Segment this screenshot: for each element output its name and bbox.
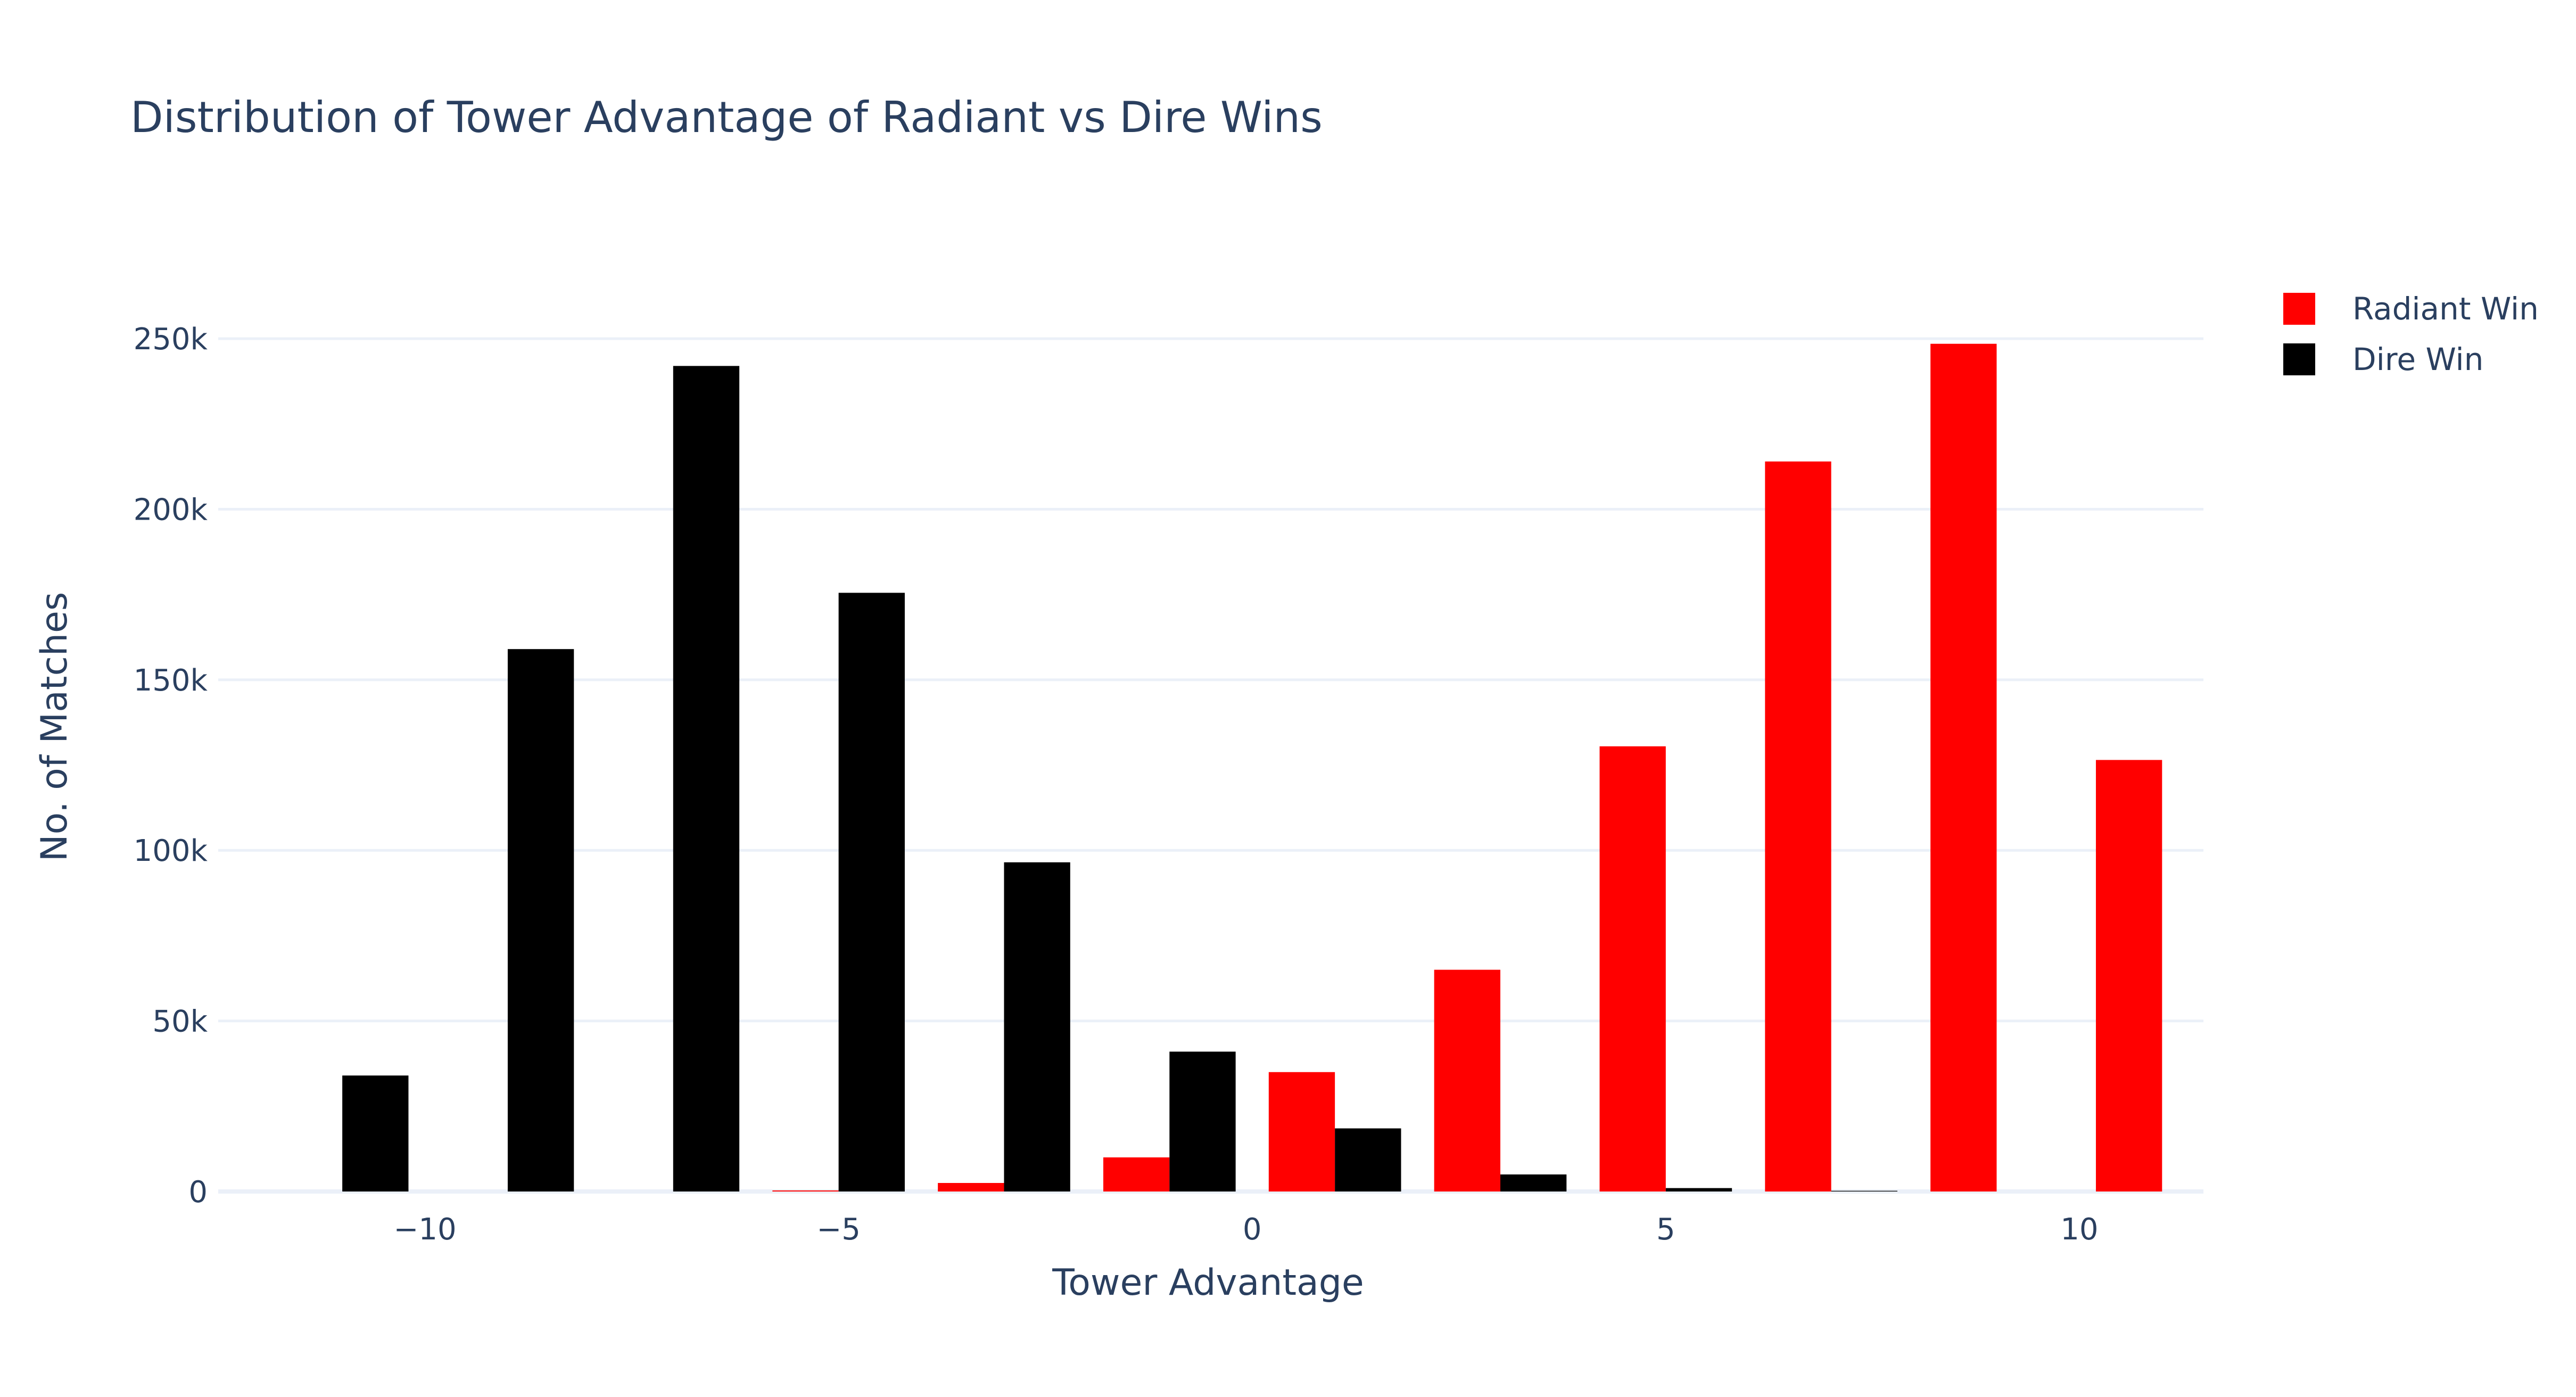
bar-dire-win	[1335, 1128, 1401, 1191]
y-axis-ticks: 0 50k 100k 150k 200k 250k	[134, 322, 208, 1210]
bar-dire-win	[1004, 862, 1070, 1191]
legend-swatch	[2283, 343, 2315, 375]
bar-dire-win	[342, 1075, 409, 1191]
y-tick-label: 100k	[134, 834, 208, 868]
x-axis-title: Tower Advantage	[1052, 1262, 1364, 1304]
x-axis-ticks: −10 −5 0 5 10	[393, 1212, 2098, 1247]
bar-radiant-win	[2095, 760, 2162, 1191]
y-axis-title: No. of Matches	[34, 592, 76, 861]
legend-label: Radiant Win	[2352, 291, 2539, 327]
bar-radiant-win	[772, 1190, 839, 1191]
x-tick-label: 5	[1656, 1212, 1675, 1247]
bar-radiant-win	[1268, 1072, 1335, 1191]
bar-dire-win	[838, 593, 905, 1191]
chart-title: Distribution of Tower Advantage of Radia…	[130, 93, 1323, 142]
bar-dire-win	[1500, 1174, 1567, 1191]
x-tick-label: 10	[2060, 1212, 2098, 1247]
legend-label: Dire Win	[2352, 341, 2483, 377]
bar-radiant-win	[1103, 1157, 1170, 1191]
y-tick-label: 50k	[152, 1005, 208, 1039]
x-tick-label: 0	[1243, 1212, 1262, 1247]
y-tick-label: 150k	[134, 663, 208, 698]
bar-radiant-win	[1765, 461, 1831, 1191]
bar-dire-win	[673, 366, 740, 1192]
y-tick-label: 0	[188, 1175, 208, 1210]
legend-swatch	[2283, 293, 2315, 325]
x-tick-label: −5	[816, 1212, 861, 1247]
bar-radiant-win	[1930, 343, 1997, 1191]
x-tick-label: −10	[393, 1212, 456, 1247]
legend: Radiant Win Dire Win	[2283, 291, 2539, 377]
bar-radiant-win	[1599, 746, 1666, 1191]
bar-dire-win	[507, 649, 574, 1191]
bar-radiant-win	[938, 1182, 1004, 1191]
y-tick-label: 200k	[134, 492, 208, 527]
bar-radiant-win	[1434, 969, 1500, 1191]
bars	[342, 343, 2162, 1192]
bar-dire-win	[1169, 1051, 1236, 1191]
bar-dire-win	[1665, 1188, 1732, 1191]
y-tick-label: 250k	[134, 322, 208, 357]
